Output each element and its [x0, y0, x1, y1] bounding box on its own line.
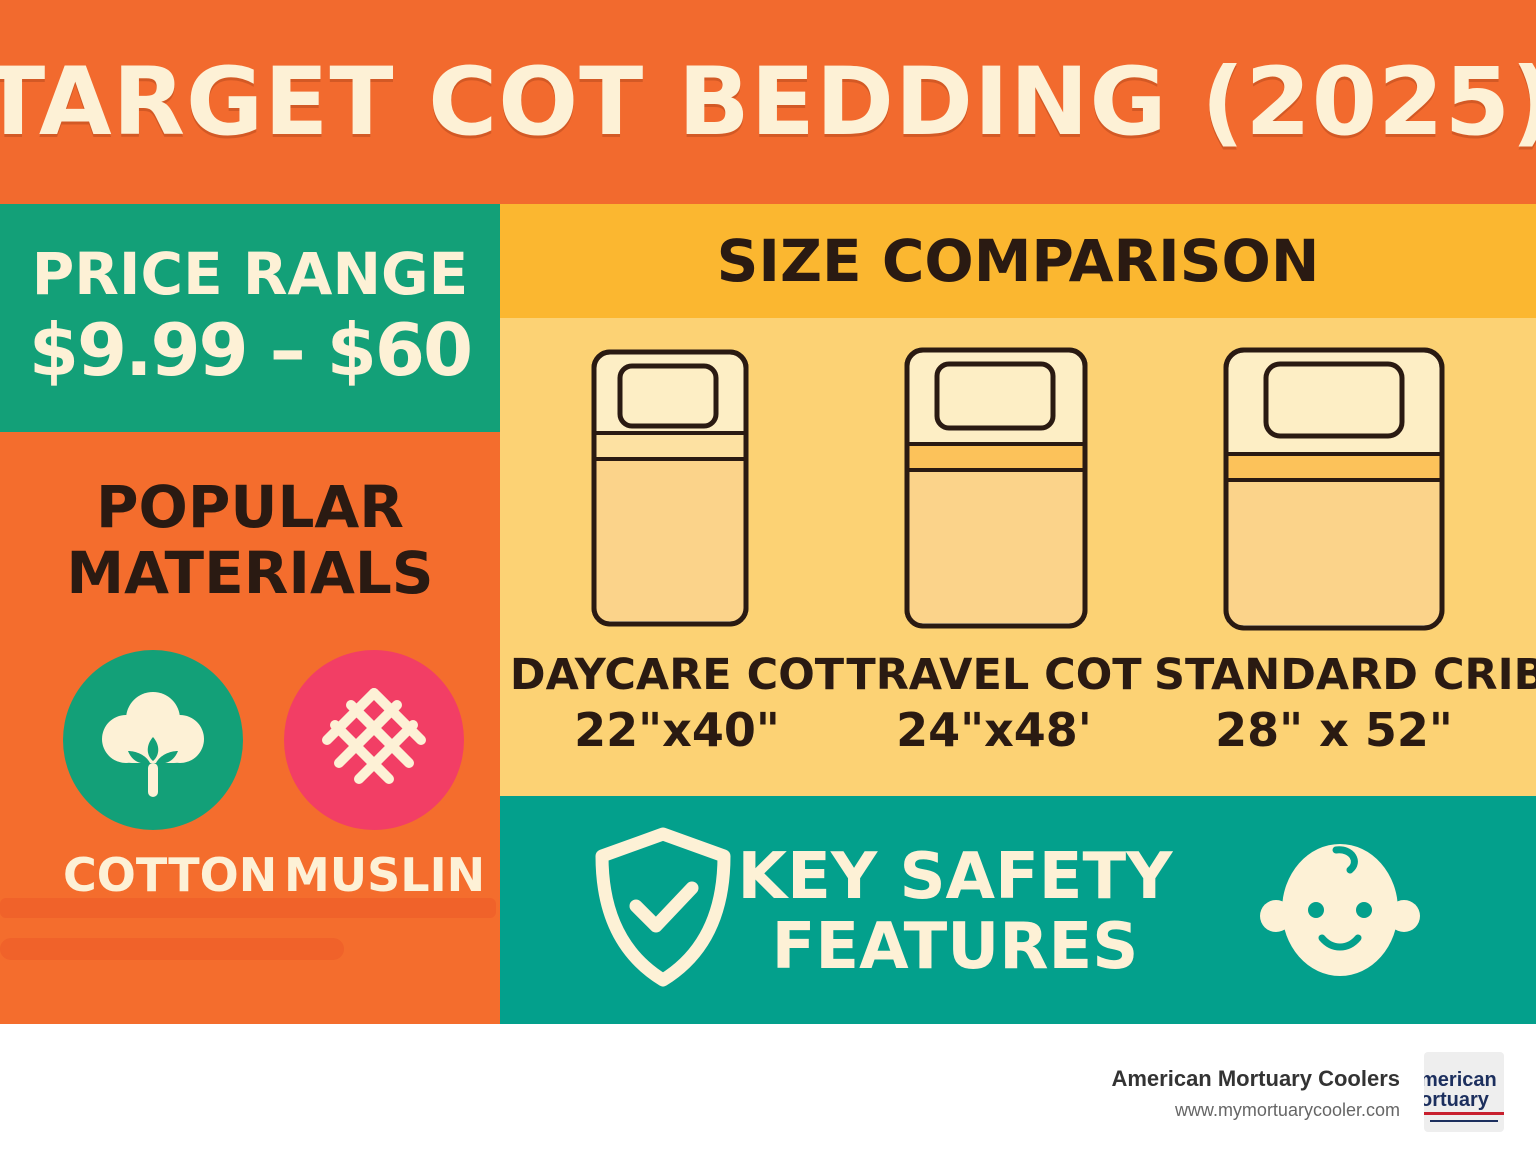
material-cotton: COTTON [63, 650, 278, 902]
standard-crib-icon [1223, 347, 1445, 631]
baby-face-icon [1260, 844, 1420, 976]
cot-dimensions: 22"x40" [574, 703, 780, 757]
svg-text:merican: merican [1424, 1069, 1497, 1091]
decorative-stripe [0, 938, 344, 960]
brand-url[interactable]: www.mymortuarycooler.com [1174, 1100, 1400, 1120]
cot-name: STANDARD CRIB [1154, 650, 1536, 700]
material-muslin: MUSLIN [284, 650, 486, 902]
brand-name: American Mortuary Coolers [1111, 1066, 1400, 1091]
brand-logo: merican ortuary [1424, 1052, 1504, 1132]
size-comparison-panel: DAYCARE COT 22"x40" TRAVEL COT 24"x48' S… [500, 318, 1536, 796]
cot-dimensions: 28" x 52" [1215, 703, 1453, 757]
cot-name: TRAVEL COT [846, 650, 1142, 700]
material-label-muslin: MUSLIN [284, 848, 486, 902]
shield-check-icon [595, 827, 731, 987]
price-range-value: $9.99 – $60 [28, 307, 473, 392]
decorative-stripe [0, 898, 496, 918]
popular-materials-panel: POPULAR MATERIALS COTTON [0, 432, 500, 1024]
materials-title: POPULAR MATERIALS [0, 474, 500, 606]
price-range-panel: PRICE RANGE $9.99 – $60 [0, 204, 500, 432]
lattice-icon [284, 650, 464, 830]
page-title: TARGET COT BEDDING (2025) [0, 47, 1536, 157]
materials-title-line2: MATERIALS [66, 539, 434, 607]
cotton-flower-icon [63, 650, 243, 830]
price-range-label: PRICE RANGE [31, 239, 469, 308]
size-comparison-title: SIZE COMPARISON [716, 227, 1320, 295]
key-safety-panel: KEY SAFETY FEATURES [500, 796, 1536, 1024]
safety-title-line2: FEATURES [771, 910, 1139, 984]
svg-text:ortuary: ortuary [1424, 1089, 1490, 1111]
cot-label-travel: TRAVEL COT 24"x48' [814, 650, 1174, 760]
material-label-cotton: COTTON [63, 848, 278, 902]
daycare-cot-icon [591, 349, 749, 627]
cot-name: DAYCARE COT [509, 650, 845, 700]
cot-dimensions: 24"x48' [896, 703, 1092, 757]
cot-label-standard: STANDARD CRIB 28" x 52" [1154, 650, 1536, 760]
safety-title: KEY SAFETY FEATURES [730, 842, 1180, 982]
materials-title-line1: POPULAR [96, 473, 404, 541]
size-comparison-header: SIZE COMPARISON [500, 204, 1536, 318]
cot-label-daycare: DAYCARE COT 22"x40" [497, 650, 857, 760]
travel-cot-icon [904, 347, 1088, 629]
header-banner: TARGET COT BEDDING (2025) [0, 0, 1536, 204]
safety-title-line1: KEY SAFETY [737, 840, 1173, 914]
footer: American Mortuary Coolers www.mymortuary… [0, 1024, 1536, 1154]
